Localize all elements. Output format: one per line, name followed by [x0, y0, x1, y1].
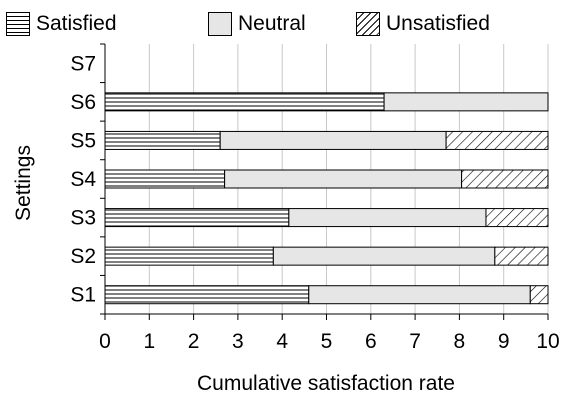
legend-swatch-neutral: [208, 12, 232, 36]
bars: [104, 92, 549, 305]
legend-label-neutral: Neutral: [238, 12, 306, 35]
legend-swatch-satisfied: [6, 12, 30, 36]
bar-satisfied-s4: [104, 169, 226, 189]
y-axis-title: Settings: [12, 145, 35, 221]
x-tick-label: 1: [143, 330, 155, 353]
y-tick-label: S1: [70, 284, 96, 307]
y-tick-label: S6: [70, 91, 96, 114]
bar-satisfied-s5: [104, 130, 221, 150]
x-tick-label: 7: [409, 330, 421, 353]
chart-legend: Satisfied Neutral Unsatisfied: [0, 0, 562, 50]
bar-unsatisfied-s3: [485, 208, 549, 228]
x-tick-label: 0: [99, 330, 111, 353]
y-tick-label: S7: [70, 52, 96, 75]
axes: 0 1 2 3 4 5 6 7 8 9 10 S1 S2 S3 S4 S5 S6 S7: [70, 43, 560, 353]
bar-unsatisfied-s2: [494, 246, 549, 266]
y-tick-label: S4: [70, 168, 96, 191]
legend-swatch-unsatisfied: [356, 12, 380, 36]
bar-satisfied-s1: [104, 285, 310, 305]
bar-neutral-s4: [224, 169, 463, 189]
bar-unsatisfied-s4: [461, 169, 549, 189]
x-tick-label: 9: [498, 330, 510, 353]
x-tick-label: 2: [188, 330, 200, 353]
x-axis-title: Cumulative satisfaction rate: [197, 372, 455, 395]
legend-item-satisfied: Satisfied: [6, 10, 117, 38]
legend-item-neutral: Neutral: [208, 10, 306, 38]
y-tick-label: S3: [70, 207, 96, 230]
legend-item-unsatisfied: Unsatisfied: [356, 10, 490, 38]
legend-label-unsatisfied: Unsatisfied: [386, 12, 490, 35]
bar-neutral-s2: [272, 246, 496, 266]
bar-neutral-s6: [383, 92, 549, 112]
bar-satisfied-s3: [104, 208, 290, 228]
legend-label-satisfied: Satisfied: [36, 12, 117, 35]
bar-unsatisfied-s5: [445, 130, 549, 150]
bar-neutral-s5: [219, 130, 447, 150]
x-tick-label: 6: [365, 330, 377, 353]
x-tick-label: 4: [276, 330, 288, 353]
bar-unsatisfied-s1: [529, 285, 549, 305]
y-tick-label: S2: [70, 245, 96, 268]
y-tick-label: S5: [70, 129, 96, 152]
x-tick-label: 5: [321, 330, 333, 353]
x-tick-label: 3: [232, 330, 244, 353]
x-tick-label: 8: [454, 330, 466, 353]
bar-neutral-s1: [308, 285, 531, 305]
bar-satisfied-s2: [104, 246, 274, 266]
bar-neutral-s3: [288, 208, 487, 228]
x-tick-label: 10: [536, 330, 559, 353]
bar-satisfied-s6: [104, 92, 385, 112]
